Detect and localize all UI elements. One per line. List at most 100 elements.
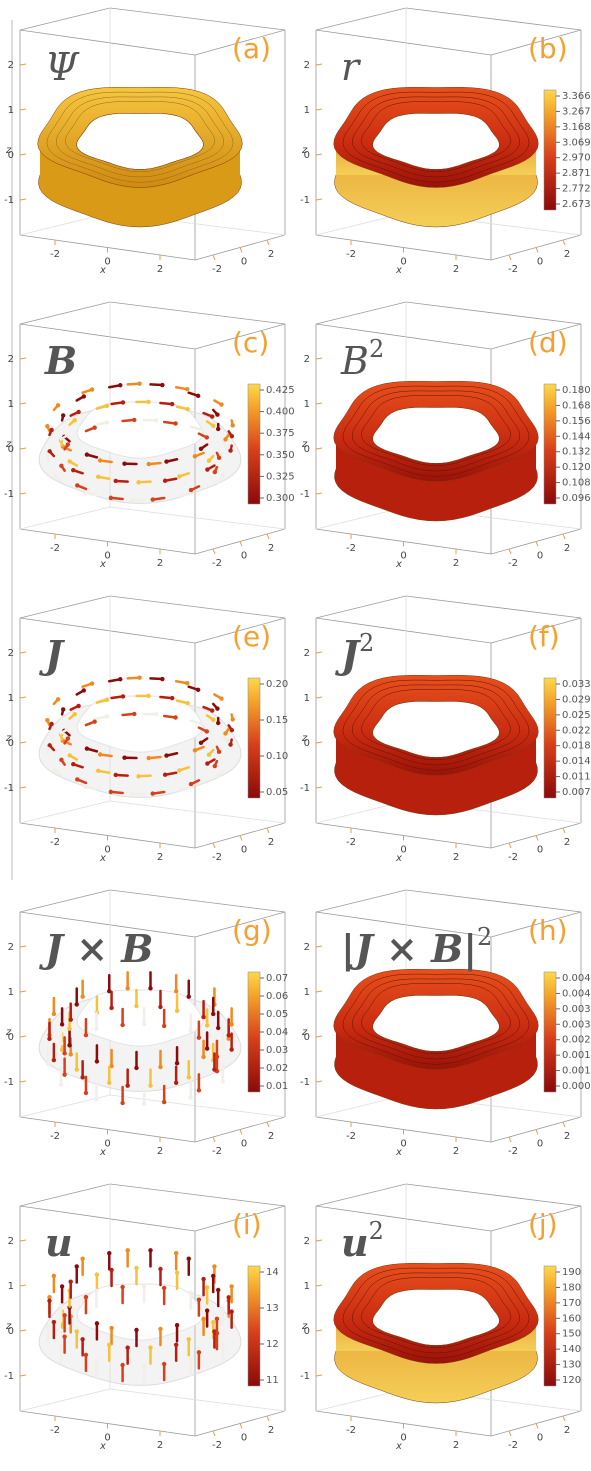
arrow-head bbox=[150, 497, 155, 502]
contour bbox=[351, 96, 521, 178]
z-tick bbox=[19, 1284, 27, 1287]
symbol-superscript: 2 bbox=[369, 1217, 384, 1245]
z-tick-label: -1 bbox=[4, 1077, 14, 1088]
box-edge bbox=[19, 889, 111, 913]
arrow-head bbox=[109, 1267, 114, 1273]
panel: 210-1z-202x-202(f)J20.03330.02960.02590.… bbox=[300, 595, 591, 864]
box-edge bbox=[194, 323, 286, 350]
body-hole bbox=[372, 113, 500, 170]
y-tick bbox=[212, 842, 216, 849]
arrow-head bbox=[216, 749, 222, 754]
panel: 2 1 0 -1 z -2 0 2 x -2 0 2 (c) B 0.425 0.400 0.375 0.350 0… bbox=[4, 301, 295, 570]
z-tick bbox=[19, 1374, 27, 1377]
arrow-head bbox=[137, 675, 142, 680]
box-edge bbox=[109, 506, 286, 530]
y-tick bbox=[535, 541, 539, 547]
symbol-text: Ψ bbox=[45, 45, 80, 89]
symbol-text: B bbox=[44, 338, 77, 383]
x-axis-label: x bbox=[395, 1147, 402, 1158]
arrow-head bbox=[129, 791, 135, 797]
arrow-head bbox=[47, 743, 52, 748]
y-tick bbox=[212, 1430, 216, 1437]
colorbar-tick-label: 0.156 bbox=[562, 416, 591, 427]
z-tick bbox=[19, 153, 27, 156]
arrow-head bbox=[196, 1350, 202, 1355]
arrow-head bbox=[195, 687, 201, 693]
z-tick bbox=[315, 198, 323, 201]
z-tick-label: 0 bbox=[8, 738, 14, 749]
panel-symbol: Ψ bbox=[45, 45, 80, 89]
arrow-head bbox=[51, 1319, 57, 1325]
z-axis-label: z bbox=[301, 439, 308, 450]
x-tick-label: 2 bbox=[157, 558, 163, 569]
panel-label: (j) bbox=[528, 1208, 558, 1241]
colorbar-tick-label: 0.0296 bbox=[562, 694, 591, 705]
z-tick bbox=[19, 357, 27, 360]
y-tick-label: 2 bbox=[268, 1425, 274, 1436]
arrow-head bbox=[122, 461, 127, 466]
colorbar-tick-label: 0.120 bbox=[562, 462, 591, 473]
x-tick-label: 0 bbox=[104, 845, 110, 856]
colorbar-tick-label: 0.0259 bbox=[562, 710, 591, 721]
box-edge bbox=[315, 7, 407, 31]
z-tick-label: -1 bbox=[300, 489, 310, 500]
arrow-head bbox=[173, 421, 178, 426]
arrow-head bbox=[67, 459, 72, 464]
arrow-head bbox=[214, 1316, 220, 1322]
z-tick bbox=[19, 447, 27, 450]
z-tick bbox=[19, 402, 27, 405]
x-axis-label: x bbox=[395, 559, 402, 570]
colorbar-tick-label: 190 bbox=[562, 1267, 581, 1278]
y-tick-label: 2 bbox=[564, 543, 570, 554]
panel-label: (i) bbox=[232, 1208, 262, 1241]
z-tick bbox=[315, 402, 323, 405]
arrow-head bbox=[215, 773, 220, 779]
colorbar-tick-label: 0.300 bbox=[266, 493, 295, 504]
z-tick-label: 0 bbox=[304, 444, 310, 455]
arrow-head bbox=[188, 1290, 193, 1295]
arrow-head bbox=[201, 1014, 206, 1020]
box-edge bbox=[194, 911, 286, 938]
y-tick-label: -2 bbox=[212, 264, 222, 275]
contour bbox=[65, 101, 215, 173]
z-tick-label: -1 bbox=[300, 1077, 310, 1088]
arrow-head bbox=[174, 1270, 180, 1275]
arrow-head bbox=[45, 452, 51, 458]
arrow-head bbox=[59, 1047, 65, 1052]
y-tick-label: 0 bbox=[241, 257, 247, 268]
colorbar-tick-label: 0.108 bbox=[562, 478, 591, 489]
x-tick-label: 2 bbox=[157, 852, 163, 863]
arrow-head bbox=[104, 697, 110, 703]
arrow-head bbox=[64, 726, 70, 732]
z-tick-label: 0 bbox=[8, 1032, 14, 1043]
colorbar-tick-label: 170 bbox=[562, 1298, 581, 1309]
symbol-text: J bbox=[39, 632, 66, 677]
colorbar-tick-label: 150 bbox=[562, 1329, 581, 1340]
box-edge bbox=[194, 617, 286, 644]
x-tick-label: 0 bbox=[104, 257, 110, 268]
box-edge bbox=[315, 323, 492, 350]
z-tick-label: 1 bbox=[304, 399, 310, 410]
arrow-head bbox=[230, 717, 235, 722]
panel-symbol: J × B bbox=[39, 926, 153, 971]
y-tick bbox=[562, 239, 566, 246]
z-tick bbox=[19, 108, 27, 111]
arrow-head bbox=[118, 383, 123, 388]
box-edge bbox=[19, 7, 111, 31]
colorbar-tick-label: 3.069 bbox=[562, 137, 591, 148]
arrow-head bbox=[174, 1008, 180, 1013]
arrow-head bbox=[80, 1075, 85, 1080]
x-tick-label: -2 bbox=[50, 543, 60, 554]
y-tick-label: 0 bbox=[537, 845, 543, 856]
x-tick-label: 0 bbox=[400, 845, 406, 856]
y-tick bbox=[266, 239, 270, 246]
z-tick-label: 2 bbox=[8, 354, 14, 365]
x-tick-label: -2 bbox=[50, 1131, 60, 1142]
panel-label: (g) bbox=[232, 914, 272, 947]
arrow-head bbox=[198, 427, 203, 432]
arrow-head bbox=[83, 1090, 89, 1096]
x-axis-label: x bbox=[395, 265, 402, 276]
arrow-head bbox=[186, 1337, 191, 1342]
arrow-head bbox=[74, 1329, 79, 1334]
colorbar-tick-label: 0.0333 bbox=[562, 679, 591, 690]
